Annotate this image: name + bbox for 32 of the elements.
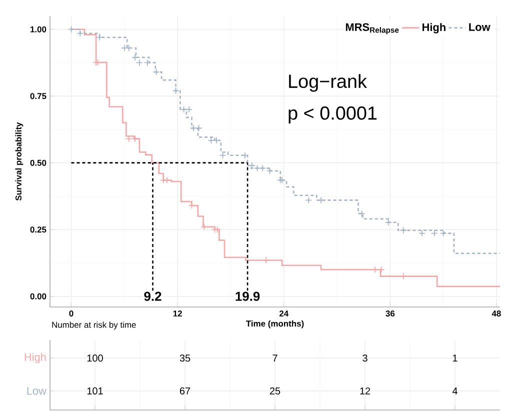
annotation: Log−rank (289, 74, 367, 92)
data-label: 35 (180, 354, 190, 362)
legend-label: High (422, 23, 446, 34)
x-tick-label: 12 (173, 310, 182, 316)
y-tick-label: 0.25 (30, 226, 46, 233)
y-tick-label: 0.75 (30, 93, 46, 100)
annotation: p < 0.0001 (288, 106, 377, 124)
legend-label: Low (469, 23, 490, 31)
data-label: 101 (87, 387, 103, 394)
x-axis-title: Time (months) (246, 320, 304, 328)
data-label: 4 (452, 388, 458, 394)
y-axis-title: Survival probability (15, 122, 24, 201)
data-label: 12 (360, 387, 370, 394)
x-tick-label: 48 (492, 310, 501, 317)
x-tick-label: 24 (279, 310, 289, 316)
y-tick-label: 1.00 (30, 26, 46, 32)
x-tick-label: 0 (69, 310, 74, 317)
data-label: 1 (452, 354, 458, 362)
legend-title: MRS$_{Relapse}$ (346, 23, 399, 34)
y-tick-label: Low (27, 387, 46, 395)
chart-title: Number at risk by time (52, 322, 136, 330)
y-tick-label: 0.50 (30, 160, 46, 166)
x-tick-label: 36 (386, 310, 395, 317)
annotation: 9.2 (144, 292, 162, 301)
data-label: 67 (180, 387, 190, 394)
y-tick-label: 0.00 (30, 293, 46, 300)
data-label: 7 (272, 354, 278, 362)
annotation: 19.9 (236, 292, 260, 301)
y-tick-label: High (24, 352, 46, 364)
data-label: 3 (362, 354, 368, 362)
data-label: 25 (270, 387, 280, 394)
data-label: 100 (87, 354, 103, 362)
